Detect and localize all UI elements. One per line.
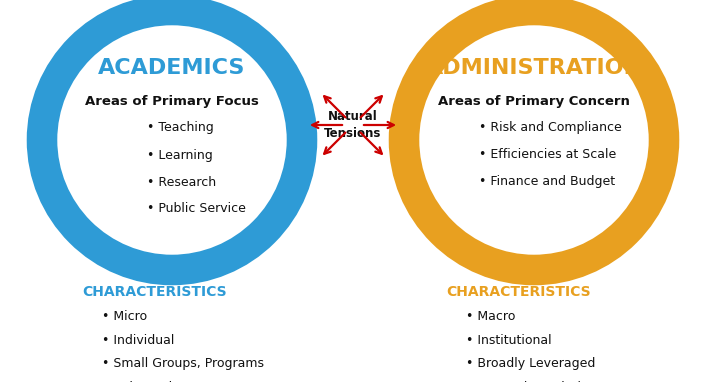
- Text: Areas of Primary Concern: Areas of Primary Concern: [438, 96, 630, 108]
- Text: CHARACTERISTICS: CHARACTERISTICS: [82, 285, 227, 299]
- Text: • Individual: • Individual: [102, 333, 174, 346]
- Text: CHARACTERISTICS: CHARACTERISTICS: [446, 285, 591, 299]
- Text: Natural
Tensions: Natural Tensions: [324, 110, 382, 140]
- Text: • Institutional: • Institutional: [466, 333, 551, 346]
- Text: • Teaching: • Teaching: [147, 121, 214, 134]
- Text: • Public Service: • Public Service: [147, 202, 246, 215]
- Text: • Finance and Budget: • Finance and Budget: [479, 175, 615, 188]
- Text: • Learning: • Learning: [147, 149, 213, 162]
- Text: • Macro: • Macro: [466, 309, 515, 322]
- Text: • Efficiencies at Scale: • Efficiencies at Scale: [479, 149, 616, 162]
- Text: • Risk and Compliance: • Risk and Compliance: [479, 121, 622, 134]
- Text: • Small Groups, Programs: • Small Groups, Programs: [102, 358, 264, 371]
- Text: • Micro: • Micro: [102, 309, 147, 322]
- Text: ADMINISTRATION: ADMINISTRATION: [426, 58, 642, 78]
- Text: • Broadly Leveraged: • Broadly Leveraged: [466, 358, 595, 371]
- Text: Areas of Primary Focus: Areas of Primary Focus: [85, 96, 259, 108]
- Text: • Research: • Research: [147, 175, 216, 188]
- Text: ACADEMICS: ACADEMICS: [98, 58, 246, 78]
